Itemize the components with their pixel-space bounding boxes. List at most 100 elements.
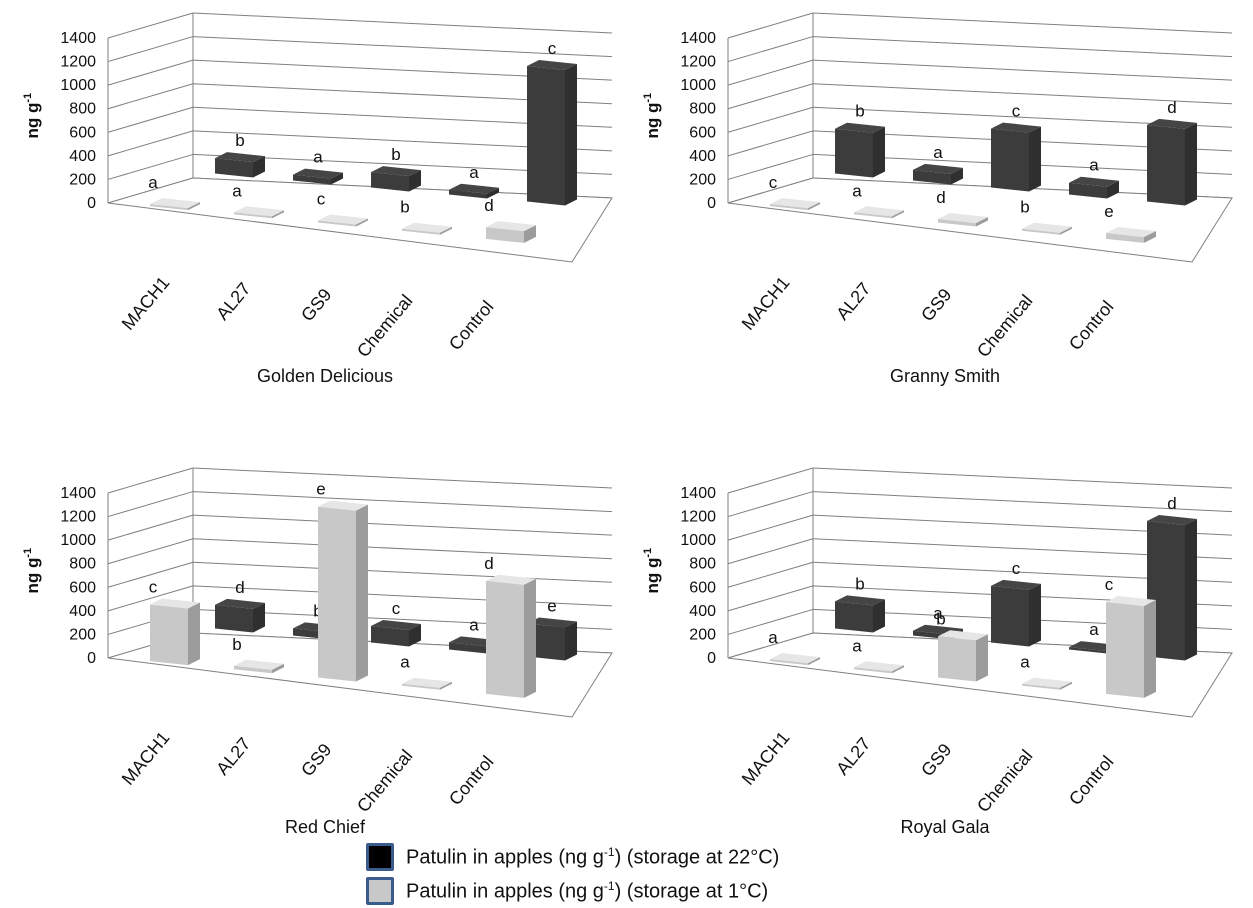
- bar-1c: [770, 204, 808, 211]
- y-tick-label: 800: [689, 101, 716, 118]
- bar-1c-side: [892, 210, 904, 219]
- bar-1c: [318, 506, 356, 682]
- bar-22c: [1147, 124, 1185, 206]
- gridline-side: [107, 538, 194, 565]
- bar-letter-1c: b: [400, 198, 409, 217]
- gridline-side: [107, 561, 194, 588]
- gridline-back: [192, 467, 613, 489]
- category-label: MACH1: [118, 273, 174, 334]
- bar-letter-1c: a: [852, 181, 862, 200]
- gridline-back: [192, 561, 613, 583]
- bar-letter-1c: a: [1020, 653, 1030, 672]
- bar-letter-1c: c: [317, 190, 326, 209]
- bar-1c-side: [1144, 599, 1156, 698]
- bar-1c-top: [770, 653, 820, 664]
- chart-title: Golden Delicious: [257, 366, 393, 386]
- y-tick-label: 600: [69, 124, 96, 141]
- y-tick-label: 200: [689, 626, 716, 643]
- bar-1c: [318, 220, 356, 227]
- y-axis-label: ng g-1: [642, 93, 662, 139]
- category-label: Chemical: [973, 291, 1037, 361]
- bar-22c-top: [835, 122, 885, 133]
- bar-letter-1c: b: [936, 609, 945, 628]
- bar-22c-top: [991, 122, 1041, 133]
- bar-22c-side: [253, 156, 265, 178]
- bar-1c-side: [808, 657, 820, 666]
- gridline-side: [727, 608, 814, 635]
- legend-label-1c: Patulin in apples (ng g-1) (storage at 1…: [406, 878, 769, 903]
- bar-letter-22c: c: [1012, 102, 1021, 121]
- gridline-side: [107, 36, 194, 63]
- y-tick-label: 800: [689, 556, 716, 573]
- bar-22c: [527, 65, 565, 206]
- y-tick-label: 1400: [60, 30, 96, 47]
- legend-item-22c: Patulin in apples (ng g-1) (storage at 2…: [366, 840, 926, 874]
- bar-1c-side: [188, 202, 200, 211]
- y-tick-label: 200: [69, 171, 96, 188]
- y-tick-label: 200: [69, 626, 96, 643]
- gridline-back: [812, 12, 1233, 34]
- category-label: GS9: [917, 285, 955, 325]
- y-tick-label: 1200: [680, 509, 716, 526]
- bar-1c-side: [356, 218, 368, 227]
- y-tick-label: 1200: [680, 54, 716, 71]
- bar-22c: [991, 128, 1029, 192]
- bar-22c-side: [409, 170, 421, 192]
- chart-title: Red Chief: [285, 817, 366, 837]
- gridline-back: [192, 491, 613, 513]
- y-tick-label: 600: [689, 579, 716, 596]
- bar-letter-22c: a: [1089, 156, 1099, 175]
- gridline-side: [107, 106, 194, 133]
- bar-1c: [938, 218, 976, 227]
- bar-1c: [402, 228, 440, 235]
- y-tick-label: 400: [689, 603, 716, 620]
- y-tick-label: 0: [87, 650, 96, 667]
- bar-letter-22c: a: [933, 604, 943, 623]
- bar-1c-top: [1106, 227, 1156, 238]
- bar-1c: [1106, 601, 1144, 698]
- bar-22c-side: [1107, 180, 1119, 199]
- category-label: AL27: [832, 279, 874, 324]
- gridline-side: [107, 514, 194, 541]
- bar-1c-side: [892, 665, 904, 674]
- bar-1c: [938, 636, 976, 682]
- y-tick-label: 600: [689, 124, 716, 141]
- y-tick-label: 600: [69, 579, 96, 596]
- bar-1c: [1022, 683, 1060, 690]
- legend-label-22c: Patulin in apples (ng g-1) (storage at 2…: [406, 844, 780, 869]
- gridline-back: [812, 491, 1233, 513]
- gridline-back: [812, 467, 1233, 489]
- bar-22c-side: [1185, 122, 1197, 206]
- bar-22c-top: [527, 617, 577, 628]
- bar-1c-side: [188, 602, 200, 666]
- bar-22c-top: [1069, 176, 1119, 187]
- y-tick-label: 200: [689, 171, 716, 188]
- bar-1c: [150, 604, 188, 666]
- gridline-side: [727, 491, 814, 518]
- bar-22c-side: [1029, 583, 1041, 647]
- bar-1c-top: [318, 500, 368, 511]
- gridline-back: [192, 538, 613, 560]
- bar-22c-top: [215, 152, 265, 163]
- bar-letter-1c: d: [484, 196, 493, 215]
- bar-1c-side: [272, 663, 284, 674]
- bar-22c-top: [1147, 514, 1197, 525]
- category-label: AL27: [832, 734, 874, 779]
- bar-1c-top: [1106, 595, 1156, 606]
- bar-letter-1c: a: [852, 636, 862, 655]
- bar-letter-1c: a: [768, 628, 778, 647]
- y-tick-label: 0: [87, 195, 96, 212]
- gridline-side: [727, 467, 814, 494]
- chart-title: Royal Gala: [900, 817, 990, 837]
- legend-item-1c: Patulin in apples (ng g-1) (storage at 1…: [366, 874, 926, 908]
- category-label: GS9: [297, 740, 335, 780]
- bar-22c-top: [913, 163, 963, 174]
- category-label: AL27: [212, 734, 254, 779]
- bar-letter-1c: c: [149, 578, 158, 597]
- gridline-side: [727, 514, 814, 541]
- bar-1c: [1022, 228, 1060, 235]
- bar-1c-top: [402, 222, 452, 233]
- bar-22c-side: [487, 187, 499, 199]
- gridline-side: [107, 12, 194, 39]
